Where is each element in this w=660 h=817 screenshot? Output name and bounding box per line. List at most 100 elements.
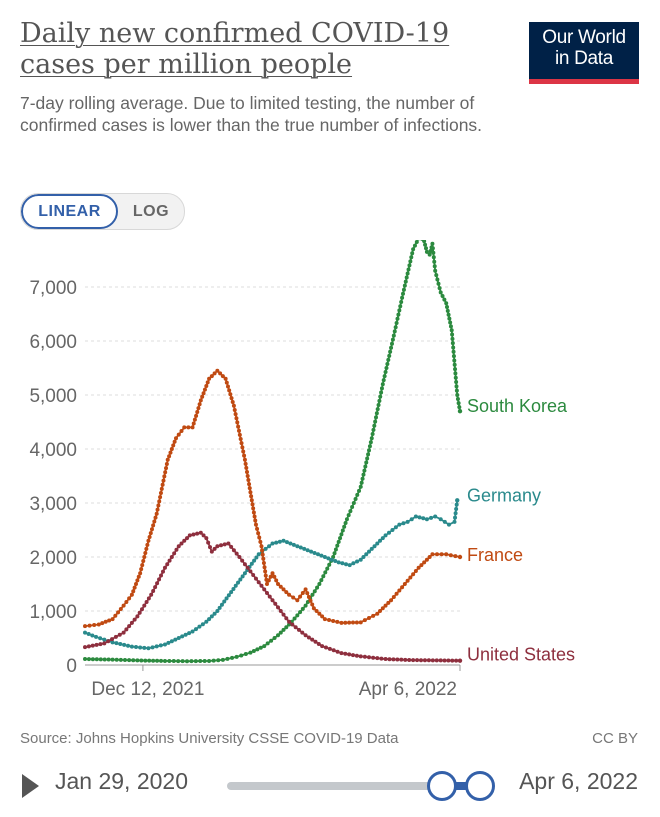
data-point [335, 649, 340, 654]
data-point [155, 581, 160, 586]
data-point [339, 651, 344, 656]
data-point [196, 406, 201, 411]
license-link[interactable]: CC BY [592, 730, 638, 747]
data-point [424, 557, 429, 562]
data-point [147, 534, 152, 539]
data-point [303, 603, 308, 608]
series-line [84, 240, 461, 663]
play-icon[interactable] [22, 774, 39, 798]
timeline: Jan 29, 2020 Apr 6, 2022 [0, 755, 660, 810]
data-point [198, 659, 203, 664]
data-point [257, 535, 262, 540]
data-point [276, 633, 281, 638]
data-point [410, 251, 415, 256]
linear-scale-button[interactable]: LINEAR [21, 194, 118, 229]
data-point [314, 609, 319, 613]
data-point [287, 619, 292, 624]
data-point [383, 370, 388, 375]
data-point [117, 632, 122, 637]
data-point [233, 583, 238, 588]
owid-logo[interactable]: Our World in Data [529, 22, 639, 84]
data-point [366, 452, 371, 457]
data-point [86, 644, 91, 649]
data-point [342, 524, 347, 529]
data-point [315, 552, 320, 557]
data-point [272, 574, 277, 579]
grid-lines [85, 286, 460, 612]
data-point [430, 241, 435, 246]
data-point [152, 519, 157, 524]
data-point [305, 548, 310, 553]
y-tick-label: 1,000 [29, 602, 77, 623]
log-scale-button[interactable]: LOG [132, 202, 170, 220]
timeline-track[interactable] [227, 782, 479, 790]
data-point [102, 637, 107, 642]
timeline-start-handle[interactable] [427, 771, 457, 801]
data-point [408, 575, 413, 580]
data-point [220, 374, 225, 379]
x-axis: Dec 12, 2021 Apr 6, 2022 [85, 664, 461, 700]
data-point [248, 490, 253, 495]
data-point [355, 559, 360, 564]
data-point [247, 486, 252, 491]
line-chart[interactable]: 0 1,000 2,000 3,000 4,000 5,000 6,000 7,000 Dec… [0, 240, 660, 710]
data-point [358, 654, 363, 659]
data-point [207, 658, 212, 663]
data-point [179, 541, 184, 546]
data-point [369, 436, 374, 441]
y-tick-label: 2,000 [29, 548, 77, 569]
data-point [261, 561, 266, 565]
timeline-end-handle[interactable] [465, 771, 495, 801]
data-point [94, 657, 99, 662]
data-point [156, 503, 161, 508]
data-point [126, 643, 131, 648]
data-point [277, 539, 282, 544]
data-point [212, 546, 217, 551]
data-point [423, 246, 428, 251]
data-point [90, 657, 95, 662]
data-point [335, 543, 340, 548]
data-point [383, 533, 388, 538]
data-point [180, 634, 185, 639]
data-point [387, 657, 392, 662]
data-point [399, 657, 404, 662]
data-point [153, 515, 158, 520]
data-point [284, 616, 289, 621]
data-point [187, 533, 192, 538]
data-point [327, 618, 332, 623]
data-point [333, 559, 338, 564]
data-point [379, 656, 384, 661]
data-point [157, 499, 162, 504]
data-point [249, 561, 254, 566]
data-point [365, 456, 370, 461]
data-point [255, 526, 260, 531]
data-point [454, 506, 459, 511]
data-point [240, 445, 245, 450]
data-point [457, 658, 463, 663]
data-point [433, 268, 438, 273]
data-point [86, 657, 91, 662]
data-point [129, 592, 134, 597]
data-point [438, 517, 443, 522]
data-point [357, 488, 362, 493]
chart-title[interactable]: Daily new confirmed COVID-19 cases per m… [20, 18, 450, 80]
data-point [171, 659, 176, 664]
data-point [429, 515, 434, 520]
data-point [228, 392, 233, 397]
data-point [209, 549, 214, 554]
data-point [394, 591, 399, 596]
data-point [380, 382, 385, 387]
data-point [90, 633, 95, 638]
data-point [135, 658, 140, 663]
data-point [122, 658, 127, 663]
data-point [113, 634, 118, 639]
data-point [339, 532, 344, 537]
source-note[interactable]: Source: Johns Hopkins University CSSE CO… [20, 730, 399, 747]
data-point [274, 578, 279, 583]
data-point [364, 552, 369, 557]
data-point [132, 585, 137, 590]
data-point [169, 447, 174, 451]
data-point [369, 546, 374, 551]
data-point [145, 542, 150, 547]
data-point [244, 465, 249, 470]
